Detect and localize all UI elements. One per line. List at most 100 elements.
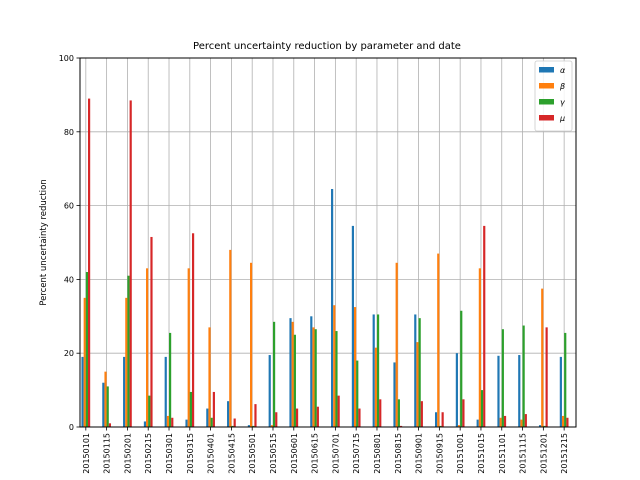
bar-4-20150301 — [171, 417, 174, 427]
bar-2-20150215 — [146, 268, 149, 427]
bar-2-20150901 — [416, 342, 419, 427]
bar-4-20150801 — [379, 399, 382, 427]
bar-4-20150515 — [275, 412, 278, 427]
bar-3-20150601 — [293, 334, 296, 427]
bar-2-20151215 — [561, 415, 565, 427]
bar-1-20151215 — [559, 356, 562, 427]
x-tick-label: 20150601 — [290, 433, 299, 474]
bar-1-20150515 — [268, 355, 271, 427]
x-tick-label: 20150615 — [311, 433, 320, 474]
bar-2-20150701 — [333, 305, 336, 427]
bar-3-20150415 — [231, 425, 234, 427]
legend-label: β — [559, 82, 565, 91]
bar-2-20150815 — [395, 262, 398, 427]
bar-2-20150415 — [229, 249, 232, 427]
bar-2-20151101 — [499, 417, 502, 427]
plot-frame — [79, 57, 577, 428]
bar-2-20151201 — [541, 288, 544, 427]
legend-swatch — [539, 99, 554, 105]
bar-2-20150715 — [353, 307, 357, 427]
bar-4-20150501 — [254, 404, 257, 427]
legend-swatch — [539, 67, 554, 73]
bar-3-20150515 — [272, 321, 276, 427]
bar-1-20150201 — [123, 356, 126, 427]
bar-4-20150215 — [150, 236, 153, 427]
chart-title: Percent uncertainty reduction by paramet… — [193, 41, 461, 52]
bar-3-20150101 — [85, 272, 89, 427]
bar-2-20150501 — [250, 262, 253, 427]
x-tick-label: 20150715 — [352, 433, 361, 474]
bar-2-20150615 — [312, 327, 315, 427]
bar-2-20150915 — [437, 253, 440, 427]
bar-2-20150601 — [291, 321, 294, 427]
bar-2-20150115 — [104, 371, 107, 427]
bar-1-20151101 — [497, 355, 500, 427]
bar-1-20150801 — [372, 314, 375, 427]
bar-3-20151001 — [460, 310, 463, 427]
bar-1-20150215 — [143, 421, 147, 427]
y-tick-label: 60 — [64, 202, 74, 211]
bar-2-20150401 — [208, 327, 211, 427]
bar-3-20150315 — [189, 391, 192, 427]
bar-3-20150215 — [148, 395, 151, 427]
bar-4-20151101 — [503, 415, 507, 427]
bars — [81, 98, 569, 427]
x-tick-label: 20150701 — [331, 433, 340, 474]
y-tick-label: 80 — [64, 128, 74, 137]
bar-1-20151001 — [455, 353, 458, 427]
bar-4-20150701 — [337, 395, 340, 427]
bar-3-20150915 — [439, 425, 442, 427]
bar-1-20150101 — [81, 356, 84, 427]
bar-2-20151115 — [520, 419, 523, 427]
legend-label: γ — [560, 98, 566, 107]
bar-4-20150401 — [212, 391, 215, 427]
x-tick-label: 20150201 — [123, 433, 132, 474]
x-tick-label: 20150501 — [248, 433, 257, 474]
y-tick-label: 20 — [64, 349, 74, 358]
bar-1-20151115 — [518, 355, 521, 427]
legend-label: μ — [559, 114, 565, 123]
bar-2-20150201 — [125, 297, 128, 427]
y-axis-ticks: 0 20 40 60 80 100 — [59, 54, 80, 432]
x-tick-label: 20150215 — [144, 433, 153, 474]
bar-1-20150301 — [164, 356, 167, 427]
legend-label: α — [560, 66, 566, 75]
bar-3-20150801 — [376, 314, 380, 427]
x-tick-label: 20151015 — [477, 433, 486, 474]
bar-3-20150701 — [335, 331, 338, 427]
bar-4-20151001 — [462, 399, 465, 427]
bar-4-20150915 — [441, 412, 444, 427]
bar-3-20151015 — [480, 390, 484, 427]
bar-1-20150601 — [289, 318, 292, 427]
bar-4-20151015 — [483, 225, 486, 427]
x-tick-label: 20150901 — [415, 433, 424, 474]
bar-3-20150115 — [106, 386, 109, 427]
bar-3-20150715 — [356, 360, 359, 427]
bar-1-20150715 — [351, 225, 354, 427]
bar-4-20150201 — [129, 100, 132, 427]
bar-4-20150101 — [88, 98, 91, 427]
grid-lines — [80, 57, 576, 428]
x-tick-label: 20150415 — [227, 433, 236, 474]
y-tick-label: 0 — [69, 423, 74, 432]
bar-2-20151015 — [478, 268, 481, 427]
x-axis-ticks: 20150101 20150115 20150201 20150215 20150301… — [82, 427, 569, 474]
x-tick-label: 20150515 — [269, 433, 278, 474]
bar-4-20150115 — [108, 423, 111, 427]
bar-3-20151115 — [522, 325, 525, 427]
x-tick-label: 20150915 — [435, 433, 444, 474]
bar-3-20151101 — [501, 329, 504, 427]
x-tick-label: 20150815 — [394, 433, 403, 474]
bar-3-20151201 — [543, 425, 546, 427]
bar-2-20150315 — [187, 268, 190, 427]
bar-4-20151115 — [524, 414, 527, 427]
bar-1-20150501 — [247, 425, 251, 427]
x-tick-label: 20151001 — [456, 433, 465, 474]
x-tick-label: 20150315 — [186, 433, 195, 474]
legend-swatch — [539, 83, 554, 89]
x-tick-label: 20151115 — [519, 433, 528, 474]
bar-1-20150415 — [227, 401, 230, 427]
bar-2-20150301 — [166, 415, 170, 427]
